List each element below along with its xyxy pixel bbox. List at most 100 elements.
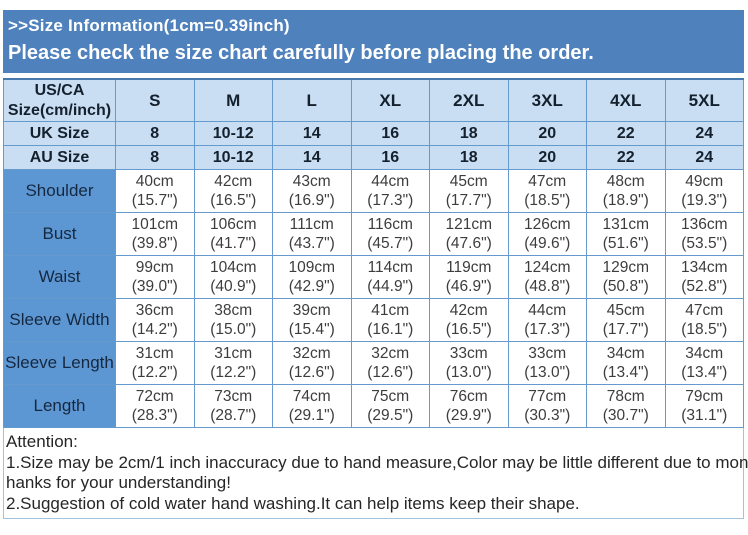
banner-title: >>Size Information(1cm=0.39inch) [8,16,290,35]
attention-title: Attention: [6,432,78,451]
measurement-value-cell: 47cm (18.5") [664,298,744,342]
size-value-cell: 18 [429,121,509,146]
measurement-row: Bust 101cm (39.8") 106cm (41.7") 111cm (43.… [3,212,744,256]
size-value-cell: 10-12 [193,121,273,146]
uk-size-row: UK Size 8 10-12 14 16 18 20 22 24 [3,121,744,146]
size-value-cell: 24 [664,121,744,146]
measurement-label-cell: Sleeve Width [3,298,116,342]
measurement-value-cell: 48cm (18.9") [586,169,666,213]
measurement-label-cell: Length [3,384,116,428]
measurement-value-cell: 45cm (17.7") [429,169,509,213]
row-label-cell: AU Size [3,145,116,170]
measurement-value-cell: 79cm (31.1") [664,384,744,428]
measurement-row: Waist 99cm (39.0") 104cm (40.9") 109cm (42.… [3,255,744,299]
measurement-value-cell: 134cm (52.8") [664,255,744,299]
attention-line: 1.Size may be 2cm/1 inch inaccuracy due … [6,452,748,472]
measurement-value-cell: 75cm (29.5") [350,384,430,428]
measurement-value-cell: 39cm (15.4") [272,298,352,342]
measurement-value-cell: 44cm (17.3") [507,298,587,342]
size-table-body: US/CA Size(cm/inch) S M L XL 2XL 3XL 4XL 5XL UK S… [3,78,744,428]
size-value-cell: 8 [115,121,195,146]
measurement-value-cell: 106cm (41.7") [193,212,273,256]
size-value-cell: 24 [664,145,744,170]
size-information-sheet: >>Size Information(1cm=0.39inch) Please … [3,10,748,519]
measurement-value-cell: 32cm (12.6") [350,341,430,385]
measurement-label-cell: Shoulder [3,169,116,213]
measurement-value-cell: 129cm (50.8") [586,255,666,299]
corner-header-cell: US/CA Size(cm/inch) [3,78,116,122]
size-value-cell: 22 [586,145,666,170]
measurement-value-cell: 42cm (16.5") [193,169,273,213]
attention-note: Attention: 1.Size may be 2cm/1 inch inac… [3,428,748,519]
size-column-header: XL [350,78,430,122]
measurement-value-cell: 33cm (13.0") [429,341,509,385]
measurement-value-cell: 114cm (44.9") [350,255,430,299]
size-column-header: L [272,78,352,122]
size-value-cell: 18 [429,145,509,170]
measurement-row: Sleeve Width 36cm (14.2") 38cm (15.0") 39cm… [3,298,744,342]
measurement-value-cell: 33cm (13.0") [507,341,587,385]
measurement-value-cell: 41cm (16.1") [350,298,430,342]
measurement-value-cell: 36cm (14.2") [115,298,195,342]
measurement-value-cell: 124cm (48.8") [507,255,587,299]
measurement-value-cell: 34cm (13.4") [586,341,666,385]
measurement-value-cell: 76cm (29.9") [429,384,509,428]
measurement-row: Shoulder 40cm (15.7") 42cm (16.5") 43cm (16… [3,169,744,213]
size-column-header: M [193,78,273,122]
size-column-header: 3XL [507,78,587,122]
measurement-value-cell: 43cm (16.9") [272,169,352,213]
measurement-value-cell: 78cm (30.7") [586,384,666,428]
measurement-value-cell: 31cm (12.2") [193,341,273,385]
measurement-value-cell: 131cm (51.6") [586,212,666,256]
measurement-value-cell: 49cm (19.3") [664,169,744,213]
measurement-value-cell: 136cm (53.5") [664,212,744,256]
measurement-value-cell: 45cm (17.7") [586,298,666,342]
attention-line: hanks for your understanding! [6,473,231,492]
measurement-value-cell: 119cm (46.9") [429,255,509,299]
size-table: US/CA Size(cm/inch) S M L XL 2XL 3XL 4XL 5XL UK S… [3,78,744,428]
measurement-label-cell: Sleeve Length [3,341,116,385]
size-value-cell: 20 [507,145,587,170]
measurement-value-cell: 31cm (12.2") [115,341,195,385]
banner-subtitle: Please check the size chart carefully be… [8,42,594,64]
measurement-value-cell: 34cm (13.4") [664,341,744,385]
measurement-value-cell: 47cm (18.5") [507,169,587,213]
size-info-banner: >>Size Information(1cm=0.39inch) Please … [3,10,744,73]
measurement-value-cell: 38cm (15.0") [193,298,273,342]
size-column-header: 2XL [429,78,509,122]
measurement-value-cell: 109cm (42.9") [272,255,352,299]
measurement-value-cell: 99cm (39.0") [115,255,195,299]
size-value-cell: 22 [586,121,666,146]
measurement-row: Sleeve Length 31cm (12.2") 31cm (12.2") 32c… [3,341,744,385]
measurement-value-cell: 72cm (28.3") [115,384,195,428]
size-column-header: 4XL [586,78,666,122]
measurement-value-cell: 111cm (43.7") [272,212,352,256]
size-value-cell: 20 [507,121,587,146]
measurement-label-cell: Bust [3,212,116,256]
measurement-value-cell: 121cm (47.6") [429,212,509,256]
measurement-value-cell: 44cm (17.3") [350,169,430,213]
measurement-value-cell: 74cm (29.1") [272,384,352,428]
size-value-cell: 8 [115,145,195,170]
row-label-cell: UK Size [3,121,116,146]
size-column-header: 5XL [664,78,744,122]
measurement-value-cell: 101cm (39.8") [115,212,195,256]
measurement-value-cell: 40cm (15.7") [115,169,195,213]
size-column-header: S [115,78,195,122]
size-value-cell: 16 [350,121,430,146]
attention-line: 2.Suggestion of cold water hand washing.… [6,493,580,513]
measurement-row: Length 72cm (28.3") 73cm (28.7") 74cm (29.1… [3,384,744,428]
au-size-row: AU Size 8 10-12 14 16 18 20 22 24 [3,145,744,170]
size-value-cell: 16 [350,145,430,170]
measurement-value-cell: 77cm (30.3") [507,384,587,428]
measurement-value-cell: 126cm (49.6") [507,212,587,256]
measurement-value-cell: 73cm (28.7") [193,384,273,428]
measurement-value-cell: 104cm (40.9") [193,255,273,299]
size-value-cell: 14 [272,145,352,170]
measurement-label-cell: Waist [3,255,116,299]
size-value-cell: 10-12 [193,145,273,170]
size-value-cell: 14 [272,121,352,146]
size-header-row: US/CA Size(cm/inch) S M L XL 2XL 3XL 4XL 5XL [3,78,744,122]
measurement-value-cell: 32cm (12.6") [272,341,352,385]
measurement-value-cell: 116cm (45.7") [350,212,430,256]
